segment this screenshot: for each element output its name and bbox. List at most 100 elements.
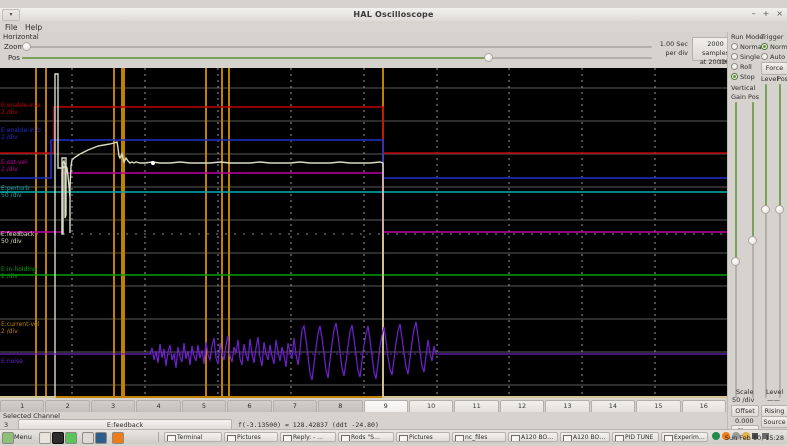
task-terminal[interactable]: Terminal bbox=[164, 432, 222, 442]
trigger-pos-knob[interactable] bbox=[775, 205, 784, 214]
trigger-level-knob[interactable] bbox=[761, 205, 770, 214]
label-in-holding[interactable]: E:in-holding 2 /div bbox=[1, 266, 37, 280]
task-pictures-2[interactable]: Pictures bbox=[396, 432, 450, 442]
trigger-normal-label[interactable]: Normal bbox=[770, 43, 787, 51]
firefox-icon[interactable] bbox=[112, 432, 124, 444]
task-experim[interactable]: Experim… bbox=[661, 432, 708, 442]
task-a120-1-label: A120 BO… bbox=[521, 434, 554, 441]
terminal-icon[interactable] bbox=[65, 432, 77, 444]
menu-item-file[interactable]: File bbox=[5, 23, 18, 32]
source-button[interactable]: Source bbox=[761, 416, 787, 428]
channel-tab-1[interactable]: 1 bbox=[0, 400, 45, 412]
run-mode-stop-label[interactable]: Stop bbox=[740, 73, 755, 81]
trigger-level-slider[interactable] bbox=[761, 84, 772, 398]
menu-item-help[interactable]: Help bbox=[25, 23, 43, 32]
close-icon[interactable]: × bbox=[776, 9, 783, 18]
window-tab-button[interactable]: ▾ bbox=[2, 9, 20, 21]
task-pictures-1[interactable]: Pictures bbox=[224, 432, 278, 442]
zoom-slider[interactable] bbox=[22, 41, 652, 52]
run-mode-stop-radio[interactable] bbox=[731, 73, 738, 80]
run-state: IDLE bbox=[690, 58, 734, 67]
label-feedback[interactable]: E:feedback 50 /div bbox=[1, 231, 34, 245]
zoom-slider-knob[interactable] bbox=[22, 42, 31, 51]
run-mode-roll-radio[interactable] bbox=[731, 63, 738, 70]
tray-volume-icon[interactable] bbox=[752, 433, 758, 439]
pencil-icon[interactable] bbox=[39, 432, 51, 444]
channel-tab-10[interactable]: 10 bbox=[408, 400, 454, 412]
tray-network-icon[interactable] bbox=[712, 432, 720, 440]
channel-tab-5[interactable]: 5 bbox=[181, 400, 227, 412]
start-menu-button[interactable]: Menu bbox=[14, 433, 32, 441]
tray-firefox-icon[interactable] bbox=[722, 432, 730, 440]
tray-update-icon[interactable] bbox=[732, 432, 740, 440]
menu-icon[interactable] bbox=[2, 432, 14, 444]
offset-button[interactable]: Offset bbox=[731, 405, 759, 417]
minimize-icon[interactable]: – bbox=[751, 9, 756, 18]
task-a120-1[interactable]: A120 BO… bbox=[508, 432, 558, 442]
channel-tab-16[interactable]: 16 bbox=[681, 400, 726, 412]
trigger-level-fill bbox=[765, 84, 767, 209]
task-rods-label: Rods "S… bbox=[351, 434, 380, 441]
scope-display[interactable]: E:enable-in-a 2 /div E:enable-in-b 2 /di… bbox=[0, 68, 727, 398]
tray-lock-icon[interactable] bbox=[742, 432, 750, 440]
run-mode-normal-radio[interactable] bbox=[731, 43, 738, 50]
channel-tab-13[interactable]: 13 bbox=[545, 400, 590, 412]
channel-tab-4[interactable]: 4 bbox=[136, 400, 181, 412]
trigger-auto-label[interactable]: Auto bbox=[770, 53, 786, 61]
cursor-readout: f(-3.13500) = 128.42837 (ddt -24.80) bbox=[238, 421, 379, 429]
samples-count: 2000 samples bbox=[701, 40, 730, 57]
vertical-gain-slider[interactable] bbox=[731, 102, 742, 398]
task-pid-tune[interactable]: PID TUNE bbox=[612, 432, 659, 442]
channel-tab-6[interactable]: 6 bbox=[227, 400, 272, 412]
editor-icon[interactable] bbox=[95, 432, 107, 444]
task-reply[interactable]: Reply: - … bbox=[280, 432, 336, 442]
channel-tab-7[interactable]: 7 bbox=[272, 400, 318, 412]
vertical-pos-slider[interactable] bbox=[748, 102, 759, 398]
channel-tab-3[interactable]: 3 bbox=[90, 400, 136, 412]
trigger-normal-radio[interactable] bbox=[761, 43, 768, 50]
horizontal-group-label: Horizontal bbox=[3, 33, 39, 41]
vertical-pos-knob[interactable] bbox=[748, 236, 757, 245]
task-nc-files[interactable]: nc_files bbox=[452, 432, 506, 442]
window-icon bbox=[615, 435, 624, 441]
trigger-auto-radio[interactable] bbox=[761, 53, 768, 60]
trigger-pos-label: Pos bbox=[777, 75, 787, 83]
cursor-marker[interactable] bbox=[150, 160, 156, 166]
label-current-vel[interactable]: E:current-vel 2 /div bbox=[1, 321, 39, 335]
files-icon[interactable] bbox=[82, 432, 94, 444]
globe-icon[interactable] bbox=[52, 432, 64, 444]
channel-tab-8[interactable]: 8 bbox=[318, 400, 363, 412]
label-enable-in-b[interactable]: E:enable-in-b 2 /div bbox=[1, 127, 41, 141]
channel-tab-15[interactable]: 15 bbox=[636, 400, 681, 412]
label-feedback-scale: 50 /div bbox=[1, 238, 22, 245]
label-perturb[interactable]: E:perturb 50 /div bbox=[1, 185, 29, 199]
window-icon bbox=[283, 435, 292, 441]
run-mode-roll-label[interactable]: Roll bbox=[740, 63, 752, 71]
channel-tab-2[interactable]: 2 bbox=[45, 400, 90, 412]
label-est-vel-scale: 2 /div bbox=[1, 166, 18, 173]
level-readout: —— bbox=[767, 396, 780, 404]
task-rods[interactable]: Rods "S… bbox=[338, 432, 394, 442]
force-button[interactable]: Force bbox=[761, 62, 787, 75]
label-noise[interactable]: E:noise bbox=[1, 358, 23, 365]
maximize-icon[interactable]: + bbox=[762, 9, 770, 18]
pos-slider[interactable] bbox=[22, 52, 652, 63]
run-mode-normal-label[interactable]: Normal bbox=[740, 43, 764, 51]
run-mode-single-label[interactable]: Single bbox=[740, 53, 760, 61]
trace-enable-in-a bbox=[0, 106, 727, 154]
run-mode-single-radio[interactable] bbox=[731, 53, 738, 60]
channel-tab-9[interactable]: 9 bbox=[363, 400, 408, 412]
label-est-vel[interactable]: E:est-vel 2 /div bbox=[1, 159, 27, 173]
selected-channel-number: 3 bbox=[4, 421, 9, 429]
pos-slider-knob[interactable] bbox=[484, 53, 493, 62]
vertical-gain-knob[interactable] bbox=[731, 257, 740, 266]
channel-tab-12[interactable]: 12 bbox=[499, 400, 545, 412]
tray-signal-icon[interactable] bbox=[762, 433, 769, 439]
channel-tab-14[interactable]: 14 bbox=[590, 400, 636, 412]
task-a120-2[interactable]: A120 BO… bbox=[560, 432, 610, 442]
window-icon bbox=[399, 435, 408, 441]
trigger-pos-slider[interactable] bbox=[775, 84, 786, 398]
label-enable-in-a[interactable]: E:enable-in-a 2 /div bbox=[1, 102, 41, 116]
channel-tab-11[interactable]: 11 bbox=[454, 400, 499, 412]
